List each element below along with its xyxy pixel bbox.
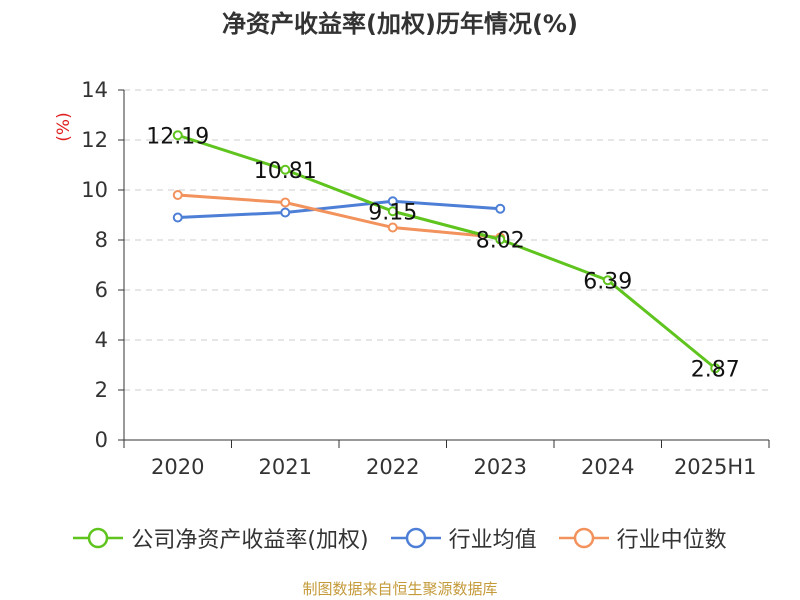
data-point bbox=[280, 207, 291, 218]
series-line bbox=[177, 193, 501, 239]
data-point bbox=[495, 234, 506, 245]
grid-layer bbox=[124, 89, 769, 391]
legend-label: 行业中位数 bbox=[616, 528, 727, 553]
data-label: 10.81 bbox=[254, 159, 317, 184]
data-point bbox=[387, 196, 398, 207]
series-line bbox=[177, 199, 501, 219]
x-tick-label: 2023 bbox=[474, 455, 527, 479]
legend-label: 公司净资产收益率(加权) bbox=[131, 528, 369, 553]
data-point bbox=[602, 275, 613, 286]
data-point bbox=[710, 363, 721, 374]
x-tick-label: 2020 bbox=[151, 455, 204, 479]
y-tick-label: 0 bbox=[95, 428, 108, 452]
source-note: 制图数据来自恒生聚源数据库 bbox=[302, 580, 498, 598]
data-label: 6.39 bbox=[583, 269, 632, 294]
chart-title: 净资产收益率(加权)历年情况(%) bbox=[222, 10, 578, 38]
y-tick-label: 8 bbox=[95, 228, 108, 252]
y-tick-label: 2 bbox=[95, 378, 108, 402]
x-tick-label: 2022 bbox=[366, 455, 419, 479]
axis-layer: 0 2 4 6 8 10 12 14 (%) 2020 2021 2022 2023 2024 2025H1 bbox=[54, 78, 770, 479]
y-tick-label: 4 bbox=[95, 328, 108, 352]
y-axis-label: (%) bbox=[54, 112, 74, 141]
data-point bbox=[172, 212, 183, 223]
data-label: 9.15 bbox=[368, 200, 417, 225]
legend-circle bbox=[573, 527, 594, 549]
legend-circle bbox=[405, 527, 426, 549]
legend-item: 公司净资产收益率(加权) bbox=[73, 522, 369, 554]
data-point bbox=[387, 206, 398, 217]
y-tick-label: 6 bbox=[95, 278, 108, 302]
x-tick-label: 2021 bbox=[259, 455, 312, 479]
x-tick-label: 2025H1 bbox=[674, 455, 757, 479]
data-point bbox=[280, 197, 291, 208]
legend-item: 行业均值 bbox=[390, 522, 537, 554]
y-tick-label: 12 bbox=[81, 128, 108, 152]
y-tick-label: 10 bbox=[81, 178, 108, 202]
legend-marker-icon bbox=[390, 527, 441, 549]
legend-item: 行业中位数 bbox=[558, 522, 727, 554]
data-label: 2.87 bbox=[691, 357, 740, 382]
legend-circle bbox=[88, 527, 109, 549]
series-line bbox=[177, 133, 717, 370]
data-point bbox=[172, 190, 183, 200]
data-point bbox=[387, 222, 398, 233]
data-label: 12.19 bbox=[146, 124, 209, 149]
series-layer bbox=[172, 130, 721, 374]
legend-marker-icon bbox=[73, 527, 124, 549]
legend-label: 行业均值 bbox=[448, 528, 537, 553]
data-point bbox=[172, 130, 183, 141]
legend-marker-icon bbox=[558, 527, 609, 549]
data-label: 8.02 bbox=[476, 229, 525, 254]
y-tick-label: 14 bbox=[81, 78, 108, 102]
data-label-layer: 12.19 10.81 9.15 8.02 6.39 2.87 bbox=[146, 124, 739, 382]
legend: 公司净资产收益率(加权) 行业均值 行业中位数 bbox=[0, 520, 800, 556]
x-tick-label: 2024 bbox=[581, 455, 634, 479]
data-point bbox=[495, 203, 506, 214]
data-point bbox=[280, 164, 291, 175]
